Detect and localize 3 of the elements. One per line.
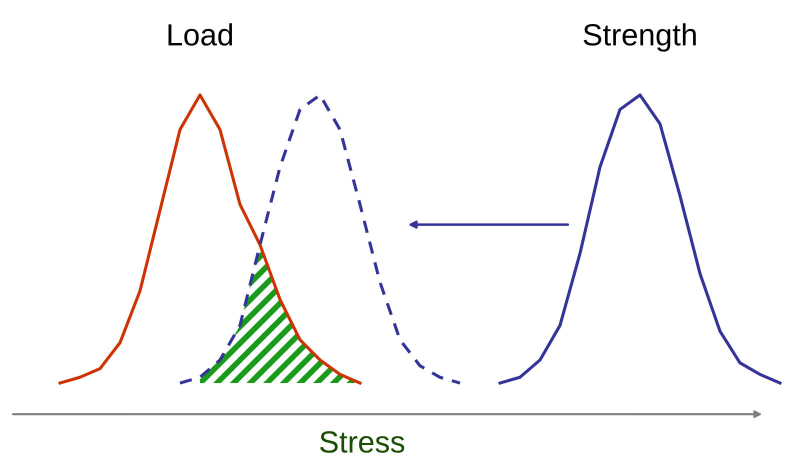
x-axis-title: Stress xyxy=(320,431,404,453)
series-label: Strength xyxy=(584,23,696,52)
series-label: Load xyxy=(168,23,232,46)
